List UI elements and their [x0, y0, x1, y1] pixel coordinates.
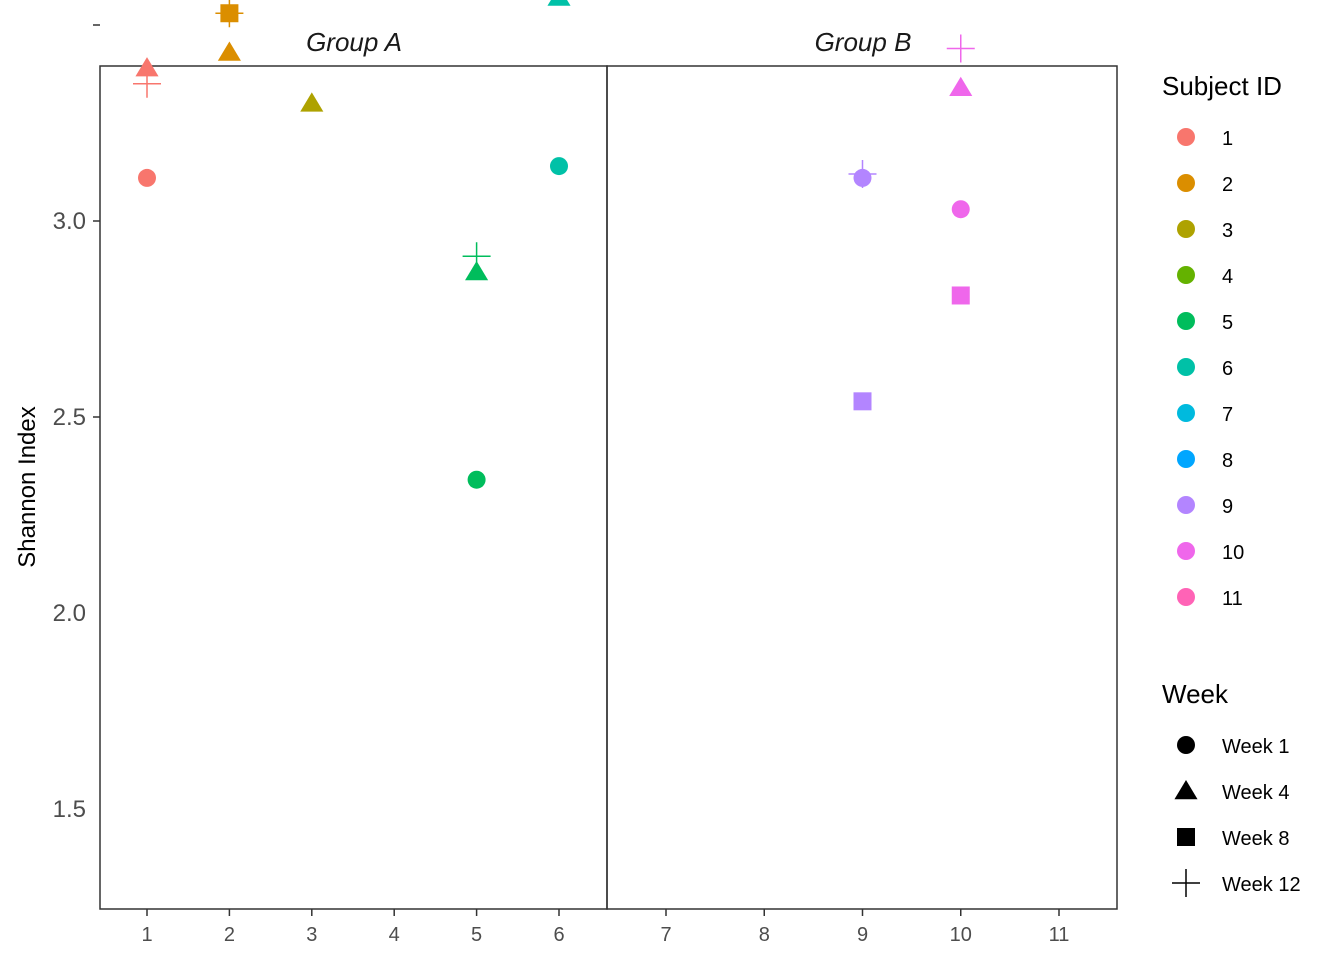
panel-frame — [99, 65, 608, 910]
y-tick-label: 1.5 — [53, 796, 86, 823]
facet-title-group-a: Group A — [306, 27, 402, 57]
x-tick-label: 4 — [389, 924, 400, 946]
legend-swatch-triangle — [1174, 780, 1198, 800]
data-point-subject-2 — [220, 4, 239, 23]
legend-label-subject: 10 — [1222, 542, 1244, 564]
legend-swatch-subject-9 — [1177, 496, 1195, 514]
legend-swatch-subject-4 — [1177, 266, 1195, 284]
legend-swatch-subject-5 — [1177, 312, 1195, 330]
data-point-subject-6 — [550, 157, 568, 176]
legend: 1 2 3 4 5 6 7 8 9 10 11 Week 1 Week 4 Week 8 Week 12 — [1172, 128, 1301, 897]
panel-frames — [99, 65, 1118, 910]
data-point-subject-5 — [467, 470, 486, 489]
legend-label-subject: 4 — [1222, 266, 1233, 288]
data-point-subject-10 — [949, 76, 973, 96]
legend-label-subject: 8 — [1222, 450, 1233, 472]
data-point-subject-9 — [853, 168, 872, 187]
x-tick-label: 7 — [660, 924, 671, 946]
legend-label-subject: 7 — [1222, 404, 1233, 426]
data-point-subject-3 — [300, 92, 324, 112]
y-axis-title: Shannon Index — [14, 406, 41, 567]
legend-label-week: Week 4 — [1222, 782, 1289, 804]
data-point-subject-1 — [135, 57, 159, 77]
legend-label-subject: 3 — [1222, 220, 1233, 242]
x-tick-label: 8 — [759, 924, 770, 946]
legend-label-week: Week 8 — [1222, 828, 1289, 850]
points-layer — [133, 0, 975, 489]
legend-swatch-subject-2 — [1177, 174, 1195, 192]
x-tick-label: 11 — [1049, 924, 1070, 946]
legend-title-week: Week — [1162, 679, 1229, 709]
panel-frame — [606, 65, 1118, 910]
x-tick-label: 9 — [857, 924, 868, 946]
legend-label-subject: 9 — [1222, 496, 1233, 518]
legend-label-week: Week 1 — [1222, 736, 1289, 758]
legend-label-subject: 2 — [1222, 174, 1233, 196]
legend-swatch-square — [1177, 828, 1195, 846]
legend-swatch-plus — [1172, 869, 1200, 897]
x-tick-label: 5 — [471, 924, 482, 946]
x-tick-label: 2 — [224, 924, 235, 946]
x-tick-label: 1 — [141, 924, 152, 946]
legend-swatch-circle — [1177, 736, 1195, 754]
legend-swatch-subject-8 — [1177, 450, 1195, 468]
data-point-subject-2 — [217, 41, 241, 61]
legend-swatch-subject-7 — [1177, 404, 1195, 422]
data-point-subject-10 — [951, 286, 970, 305]
facet-title-group-b: Group B — [815, 27, 912, 57]
y-tick-label: 2.0 — [53, 600, 86, 627]
legend-swatch-subject-10 — [1177, 542, 1195, 560]
axis-ticks: 1 2 3 4 5 6 7 8 9 10 11 — [93, 24, 1070, 946]
legend-label-subject: 11 — [1222, 588, 1243, 610]
x-tick-label: 3 — [306, 924, 317, 946]
legend-swatch-subject-11 — [1177, 588, 1195, 606]
x-tick-label: 6 — [553, 924, 564, 946]
legend-swatch-subject-3 — [1177, 220, 1195, 238]
legend-label-subject: 1 — [1222, 128, 1233, 150]
legend-label-subject: 6 — [1222, 358, 1233, 380]
data-point-subject-6 — [547, 0, 571, 6]
data-point-subject-1 — [138, 168, 156, 187]
legend-swatch-subject-6 — [1177, 358, 1195, 376]
y-tick-label: 2.5 — [53, 404, 86, 431]
x-tick-label: 10 — [950, 924, 972, 946]
data-point-subject-10 — [946, 34, 975, 63]
data-point-subject-9 — [853, 392, 872, 411]
legend-label-week: Week 12 — [1222, 874, 1301, 896]
y-tick-label: 3.0 — [53, 208, 86, 235]
data-point-subject-5 — [465, 260, 489, 281]
legend-label-subject: 5 — [1222, 312, 1233, 334]
data-point-subject-10 — [951, 200, 970, 219]
legend-title-subject: Subject ID — [1162, 71, 1282, 101]
legend-swatch-subject-1 — [1177, 128, 1195, 146]
